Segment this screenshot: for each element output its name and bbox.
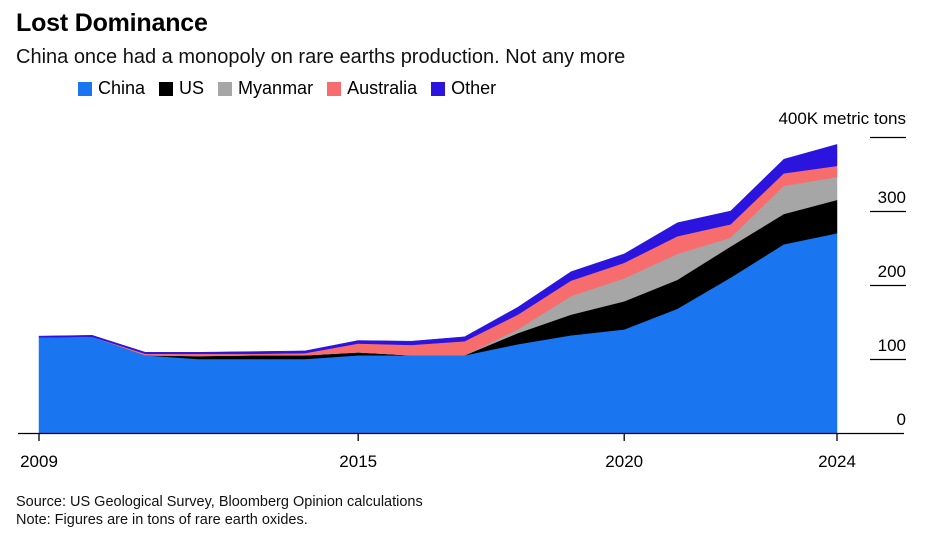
legend-item-other: Other xyxy=(431,78,496,99)
x-tick-label-2015: 2015 xyxy=(339,452,377,471)
legend-swatch xyxy=(327,81,342,96)
legend-label: US xyxy=(179,78,205,98)
y-tick-label-100: 100 xyxy=(878,336,906,355)
y-unit-label: 400K metric tons xyxy=(778,109,906,128)
y-tick-label-300: 300 xyxy=(878,188,906,207)
chart-title: Lost Dominance xyxy=(16,9,208,37)
legend-label: Other xyxy=(451,78,497,98)
legend-label: Australia xyxy=(347,78,418,98)
y-tick-label-0: 0 xyxy=(897,410,906,429)
y-tick-label-200: 200 xyxy=(878,262,906,281)
legend-label: Myanmar xyxy=(238,78,314,98)
legend-swatch xyxy=(218,81,233,96)
chart-subtitle: China once had a monopoly on rare earths… xyxy=(16,46,626,68)
legend-swatch xyxy=(431,81,446,96)
legend-label: China xyxy=(98,78,146,98)
legend-swatch xyxy=(159,81,174,96)
x-tick-label-2024: 2024 xyxy=(818,452,856,471)
legend-item-australia: Australia xyxy=(327,78,417,99)
x-tick-label-2020: 2020 xyxy=(605,452,643,471)
legend-item-myanmar: Myanmar xyxy=(218,78,313,99)
source-note: Source: US Geological Survey, Bloomberg … xyxy=(16,494,423,510)
legend: China US Myanmar Australia Other xyxy=(78,78,510,99)
legend-item-china: China xyxy=(78,78,145,99)
legend-swatch xyxy=(78,81,92,96)
footnote: Note: Figures are in tons of rare earth … xyxy=(16,512,308,528)
legend-item-us: US xyxy=(159,78,204,99)
area-other xyxy=(38,144,838,355)
x-tick-label-2009: 2009 xyxy=(20,452,58,471)
